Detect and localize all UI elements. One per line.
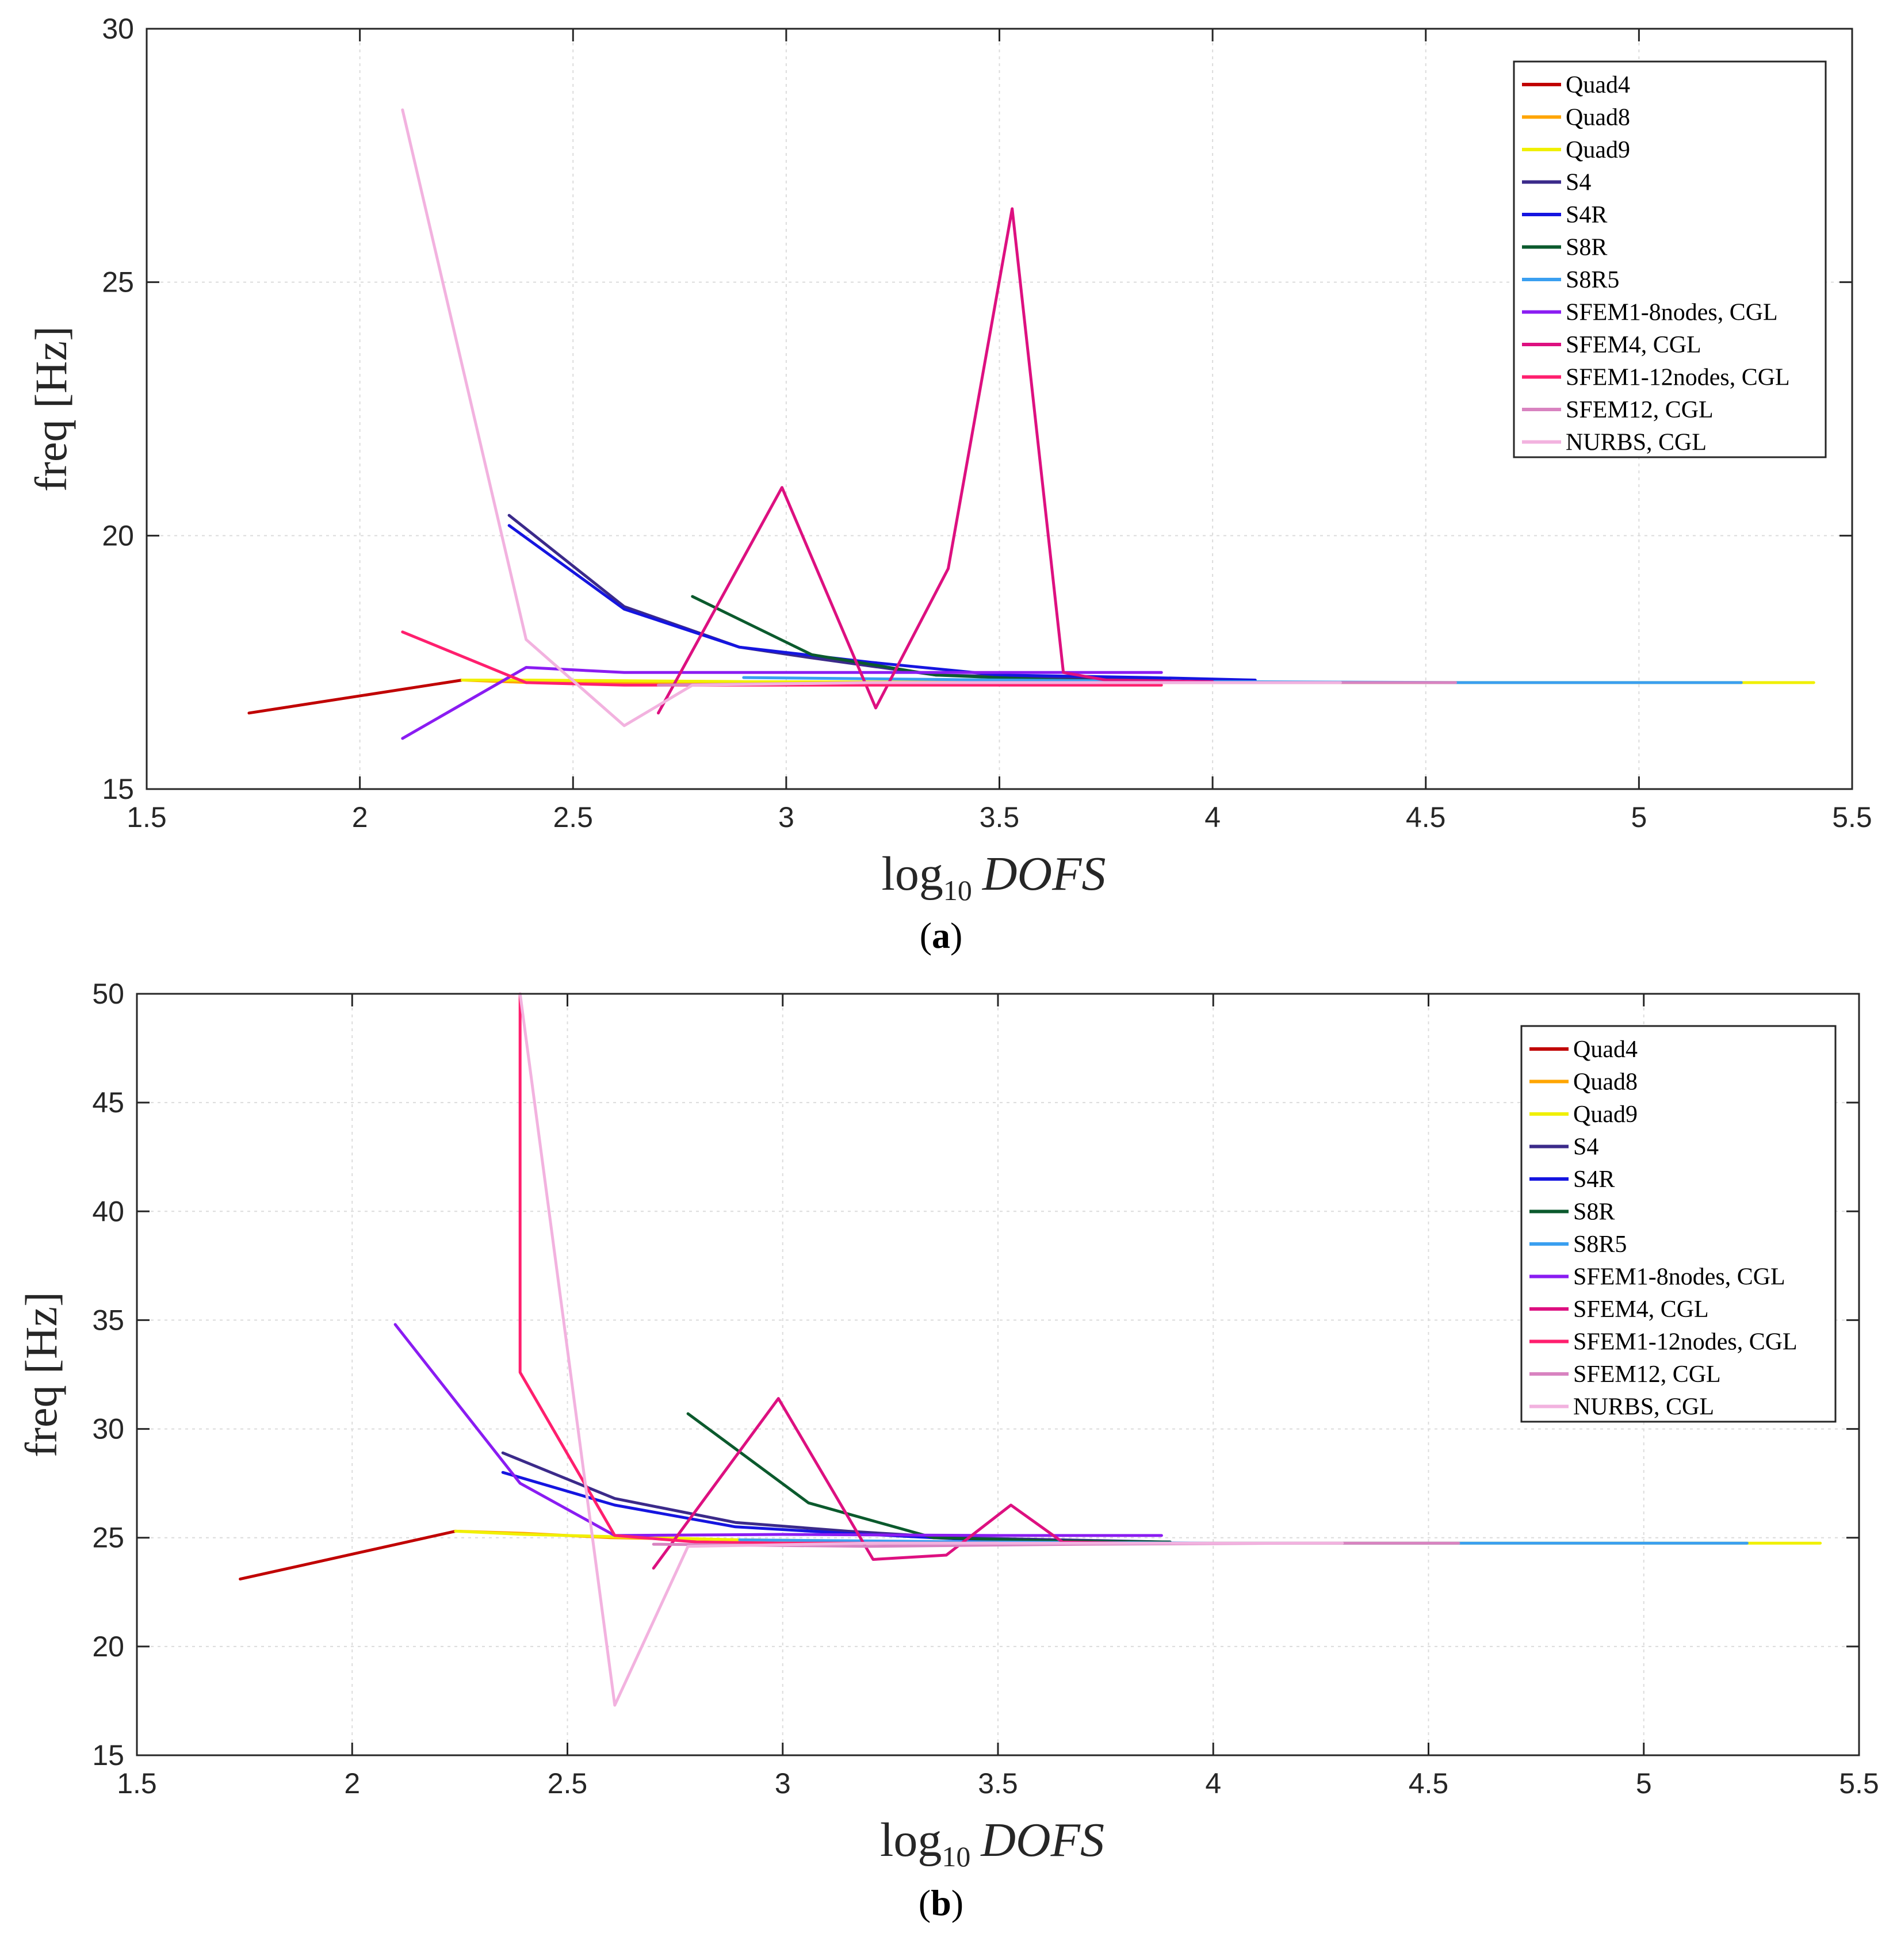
y-tick-label: 20 — [92, 1630, 124, 1663]
panel-caption: (a) — [920, 915, 963, 956]
x-tick-label: 4.5 — [1406, 801, 1446, 833]
legend-label: SFEM12, CGL — [1566, 397, 1714, 423]
x-tick-label: 4.5 — [1409, 1767, 1449, 1800]
y-axis-label: freq [Hz] — [16, 1292, 66, 1457]
x-tick-label: 3.5 — [980, 801, 1020, 833]
series-line-nurbs-cgl — [401, 108, 1342, 728]
series-line-sfem1-8nodes-cgl — [393, 1323, 1163, 1537]
legend-label: NURBS, CGL — [1566, 430, 1707, 456]
series-line-sfem1-8nodes-cgl — [401, 666, 1163, 740]
tick-marks — [136, 993, 1860, 1756]
legend-label: Quad9 — [1573, 1101, 1638, 1128]
legend-label: Quad4 — [1566, 72, 1630, 98]
series-line-sfem4-cgl — [657, 207, 1214, 715]
x-tick-label: 3 — [778, 801, 794, 833]
y-tick-label: 20 — [102, 519, 134, 552]
legend-label: Quad8 — [1573, 1069, 1638, 1096]
x-tick-label: 4 — [1204, 801, 1221, 833]
y-tick-label: 25 — [92, 1522, 124, 1554]
x-axis-label: log10 DOFS — [880, 1813, 1104, 1873]
series-line-s4r — [507, 524, 1257, 682]
legend-label: SFEM1-12nodes, CGL — [1573, 1329, 1797, 1356]
series-line-nurbs-cgl — [518, 992, 1344, 1707]
legend-label: S4 — [1573, 1134, 1598, 1161]
tick-marks — [146, 28, 1853, 790]
legend: Quad4 Quad8 Quad9 S4 S4R S8R S8R5 SFEM1-8nodes,… — [1513, 60, 1827, 458]
legend-label: NURBS, CGL — [1573, 1394, 1714, 1421]
x-tick-label: 4 — [1205, 1767, 1221, 1800]
series-group — [239, 992, 1822, 1707]
x-tick-label: 5 — [1631, 801, 1647, 833]
y-tick-label: 30 — [102, 13, 134, 45]
x-tick-label: 1.5 — [127, 801, 167, 833]
legend-label: SFEM1-8nodes, CGL — [1573, 1264, 1785, 1291]
y-tick-label: 50 — [92, 978, 124, 1010]
legend-label: Quad8 — [1566, 105, 1630, 131]
y-tick-label: 30 — [92, 1413, 124, 1445]
chart-panel-b: 1.5 2 2.5 3 3.5 4 4.5 5 5.5 15 20 25 30 35 40 45 50 freq … — [16, 978, 1879, 1923]
legend-label: SFEM12, CGL — [1573, 1361, 1721, 1388]
legend-label: S4R — [1573, 1166, 1615, 1193]
x-tick-label: 3 — [775, 1767, 791, 1800]
x-tick-label: 2 — [344, 1767, 360, 1800]
legend-box — [1520, 1025, 1837, 1423]
series-line-quad4 — [247, 679, 464, 715]
legend-label: S8R5 — [1573, 1231, 1627, 1258]
x-tick-label: 2.5 — [548, 1767, 588, 1800]
y-tick-label: 35 — [92, 1304, 124, 1336]
series-line-quad4 — [239, 1529, 457, 1581]
legend-label: S4 — [1566, 170, 1591, 196]
legend-label: SFEM1-8nodes, CGL — [1566, 300, 1778, 326]
legend-box — [1513, 60, 1827, 458]
x-tick-label: 5 — [1636, 1767, 1652, 1800]
y-axis-label: freq [Hz] — [26, 326, 76, 492]
y-tick-label: 25 — [102, 266, 134, 298]
y-tick-label: 45 — [92, 1086, 124, 1119]
series-group — [247, 108, 1815, 740]
legend-label: SFEM4, CGL — [1566, 332, 1701, 358]
legend-label: S8R — [1573, 1199, 1615, 1226]
legend-label: S4R — [1566, 202, 1607, 228]
legend: Quad4 Quad8 Quad9 S4 S4R S8R S8R5 SFEM1-8nodes,… — [1520, 1025, 1837, 1423]
y-tick-label: 15 — [92, 1739, 124, 1771]
x-tick-label: 3.5 — [978, 1767, 1018, 1800]
legend-label: S8R5 — [1566, 267, 1619, 293]
legend-label: SFEM1-12nodes, CGL — [1566, 365, 1790, 391]
x-tick-label: 2.5 — [553, 801, 593, 833]
series-line-s4 — [507, 514, 1172, 682]
chart-panel-a: 1.5 2 2.5 3 3.5 4 4.5 5 5.5 15 20 25 30 freq [Hz] log1… — [26, 13, 1872, 956]
y-tick-label: 15 — [102, 773, 134, 805]
y-tick-label: 40 — [92, 1195, 124, 1227]
legend-label: S8R — [1566, 235, 1607, 261]
panel-caption: (b) — [919, 1882, 963, 1923]
x-tick-label: 1.5 — [117, 1767, 157, 1800]
legend-label: SFEM4, CGL — [1573, 1296, 1709, 1323]
x-tick-label: 2 — [352, 801, 368, 833]
x-tick-label: 5.5 — [1839, 1767, 1879, 1800]
x-axis-label: log10 DOFS — [882, 847, 1106, 906]
x-tick-label: 5.5 — [1832, 801, 1872, 833]
legend-label: Quad9 — [1566, 137, 1630, 163]
legend-label: Quad4 — [1573, 1036, 1638, 1063]
